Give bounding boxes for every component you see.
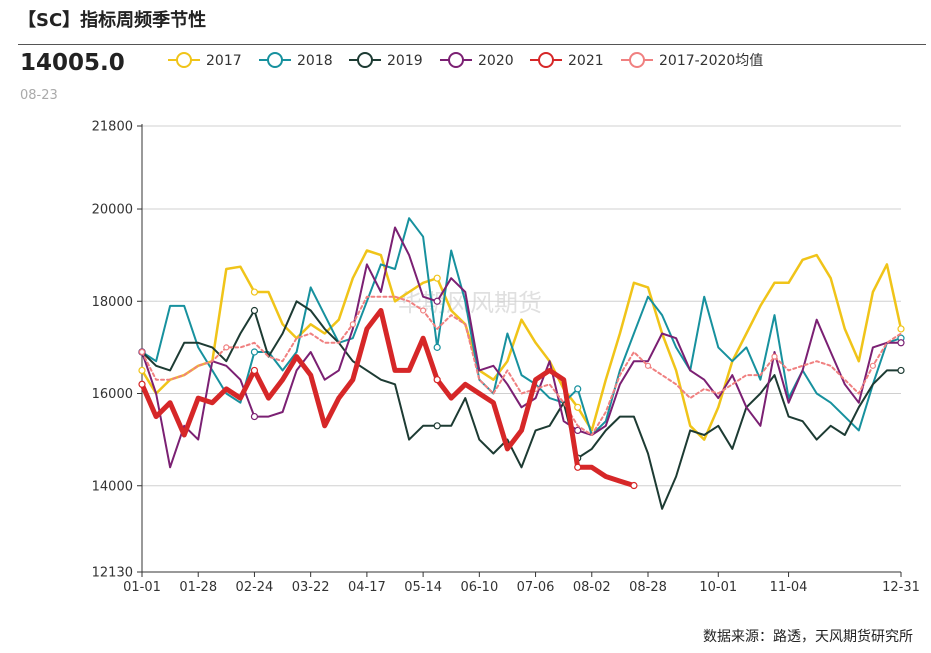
current-date: 08-23: [20, 88, 58, 103]
x-tick-label: 03-22: [292, 580, 330, 595]
data-point: [897, 366, 905, 375]
legend-label: 2020: [478, 53, 514, 69]
y-tick-label: 21800: [92, 120, 133, 135]
x-tick-label: 02-24: [236, 580, 274, 595]
data-point: [250, 288, 259, 296]
series-lines: [138, 217, 905, 510]
data-point: [433, 297, 441, 305]
y-tick-label: 14000: [92, 479, 133, 494]
data-point: [223, 344, 230, 351]
legend-swatch-marker: [538, 52, 554, 68]
y-tick-label: 20000: [92, 203, 133, 218]
y-tick-label: 18000: [92, 295, 133, 310]
data-point: [138, 380, 146, 388]
y-tick-label: 12130: [92, 566, 133, 581]
series-line-2020: [141, 226, 902, 469]
legend-label: 2021: [568, 53, 604, 69]
x-tick-label: 07-06: [517, 580, 555, 595]
data-point: [644, 362, 652, 369]
x-tick-label: 06-10: [460, 580, 498, 595]
x-tick-label: 12-31: [882, 580, 920, 595]
data-point: [433, 422, 441, 430]
data-point: [420, 307, 427, 314]
legend-label: 2018: [297, 53, 333, 69]
legend-swatch-marker: [176, 52, 192, 68]
x-axis: 01-01 01-28 02-24 03-22 04-17 05-14 06-10 07-06…: [123, 571, 920, 595]
data-point: [869, 362, 876, 369]
x-tick-label: 01-28: [179, 580, 217, 595]
legend-swatch-marker: [448, 52, 464, 68]
data-point: [433, 343, 441, 351]
data-point: [574, 403, 582, 411]
legend-label: 2017: [206, 53, 242, 69]
data-point: [574, 426, 582, 435]
data-point: [250, 412, 259, 421]
data-point: [897, 325, 905, 333]
legend-label: 2017-2020均值: [659, 53, 763, 69]
legend[interactable]: 2017 2018 2019 2020 2021 2017-2020均值: [168, 52, 763, 69]
series-line-2017: [140, 249, 903, 441]
legend-swatch-marker: [357, 52, 373, 68]
data-point: [897, 339, 905, 347]
x-tick-label: 04-17: [348, 580, 386, 595]
data-point: [433, 274, 441, 282]
series-line-2018: [141, 217, 902, 436]
data-source: 数据来源：路透，天风期货研究所: [703, 629, 913, 645]
data-point: [138, 366, 146, 375]
data-point: [250, 366, 259, 375]
data-point: [250, 348, 259, 356]
data-point: [574, 463, 582, 471]
x-tick-label: 01-01: [123, 580, 161, 595]
series-line-2019: [141, 300, 902, 510]
data-point: [574, 385, 582, 393]
data-point: [138, 348, 146, 356]
x-tick-label: 05-14: [404, 580, 442, 595]
data-point: [771, 353, 778, 360]
y-axis: 12130 14000 16000 18000 20000 21800: [92, 120, 143, 581]
x-tick-label: 11-04: [770, 580, 808, 595]
x-tick-label: 10-01: [699, 580, 737, 595]
data-point: [630, 481, 638, 490]
x-tick-label: 08-28: [629, 580, 667, 595]
legend-label: 2019: [387, 53, 423, 69]
data-point: [433, 376, 441, 384]
current-value: 14005.0: [20, 50, 125, 76]
legend-swatch-marker: [629, 52, 645, 68]
x-tick-label: 08-02: [573, 580, 611, 595]
data-point: [250, 306, 259, 315]
header-divider: [18, 44, 926, 45]
legend-swatch-marker: [267, 52, 283, 68]
data-point: [349, 321, 356, 328]
y-tick-label: 16000: [92, 387, 133, 402]
chart-title: 【SC】指标周频季节性: [18, 10, 207, 31]
series-line-2021: [139, 308, 637, 488]
